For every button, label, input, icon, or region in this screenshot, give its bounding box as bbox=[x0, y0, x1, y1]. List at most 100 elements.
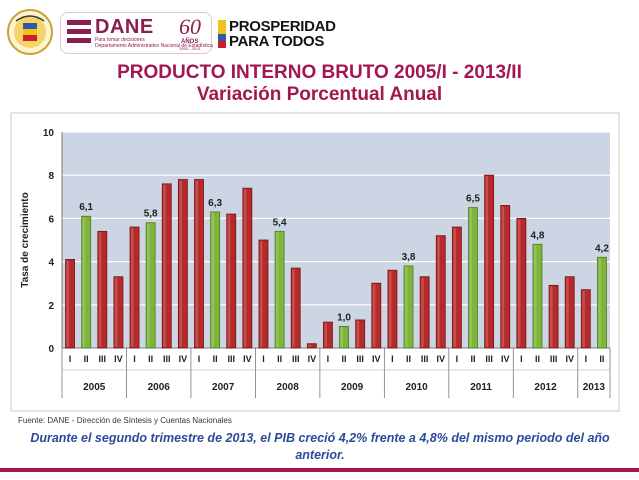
quarter-tick-label: IV bbox=[437, 354, 446, 364]
quarter-tick-label: I bbox=[585, 354, 588, 364]
bar bbox=[145, 222, 156, 349]
quarter-tick-label: I bbox=[133, 354, 136, 364]
year-label: 2012 bbox=[534, 382, 557, 393]
bar-sheen bbox=[276, 232, 279, 347]
quarter-tick-label: IV bbox=[114, 354, 123, 364]
bar-sheen bbox=[485, 176, 489, 347]
quarter-tick-label: III bbox=[227, 354, 235, 364]
bar-sheen bbox=[566, 277, 569, 347]
bar-sheen bbox=[211, 212, 215, 347]
bar bbox=[226, 213, 237, 349]
bar-sheen bbox=[292, 269, 295, 347]
bar bbox=[355, 319, 366, 349]
header: DANE Para tomar decisiones Departamento … bbox=[0, 0, 639, 62]
bar bbox=[161, 183, 172, 349]
dane-fullname: Departamento Administrativo Nacional de … bbox=[95, 43, 213, 49]
bar bbox=[210, 211, 221, 349]
year-label: 2013 bbox=[583, 382, 606, 393]
quarter-tick-label: IV bbox=[372, 354, 381, 364]
dane-wordmark: DANE bbox=[95, 16, 154, 38]
bar-sheen bbox=[243, 189, 247, 347]
bar-sheen bbox=[98, 232, 102, 347]
bar-sheen bbox=[437, 236, 440, 347]
colombia-flag-icon bbox=[218, 20, 226, 48]
bar-sheen bbox=[356, 320, 360, 347]
bar-sheen bbox=[66, 260, 70, 347]
year-label: 2005 bbox=[83, 382, 106, 393]
anniversary-years: 1953 - 2013 bbox=[179, 46, 201, 51]
bar bbox=[177, 179, 188, 349]
bar bbox=[451, 226, 462, 349]
year-label: 2006 bbox=[148, 382, 171, 393]
quarter-tick-label: II bbox=[342, 354, 347, 364]
year-label: 2009 bbox=[341, 382, 364, 393]
quarter-tick-label: II bbox=[406, 354, 411, 364]
data-label: 6,3 bbox=[208, 198, 222, 209]
data-label: 1,0 bbox=[337, 312, 351, 323]
bar bbox=[435, 235, 446, 349]
bar-sheen bbox=[163, 184, 166, 347]
y-tick-label: 6 bbox=[48, 214, 54, 225]
data-label: 5,4 bbox=[273, 217, 287, 228]
bar bbox=[597, 256, 607, 349]
bar bbox=[468, 207, 478, 349]
bar-sheen bbox=[372, 284, 376, 347]
bar-sheen bbox=[388, 271, 392, 347]
footnote: Durante el segundo trimestre de 2013, el… bbox=[30, 431, 610, 462]
quarter-tick-label: II bbox=[535, 354, 540, 364]
year-label: 2007 bbox=[212, 382, 235, 393]
quarter-tick-label: I bbox=[520, 354, 523, 364]
quarter-tick-label: I bbox=[69, 354, 72, 364]
quarter-tick-label: II bbox=[213, 354, 218, 364]
anniversary-word: AÑOS bbox=[181, 39, 199, 45]
bar bbox=[323, 321, 333, 349]
quarter-tick-label: IV bbox=[308, 354, 317, 364]
dane-logo: DANE Para tomar decisiones Departamento … bbox=[60, 12, 213, 54]
bar-sheen bbox=[469, 208, 473, 347]
bar-sheen bbox=[453, 228, 456, 347]
bar bbox=[371, 282, 382, 349]
quarter-tick-label: IV bbox=[243, 354, 252, 364]
bar bbox=[564, 276, 575, 349]
quarter-tick-label: I bbox=[262, 354, 265, 364]
page-title: PRODUCTO INTERNO BRUTO 2005/I - 2013/II bbox=[117, 62, 522, 83]
bar-sheen bbox=[582, 290, 585, 347]
anniversary-number: 60 bbox=[179, 14, 201, 39]
quarter-tick-label: II bbox=[148, 354, 153, 364]
bar-sheen bbox=[114, 277, 118, 347]
quarter-tick-label: II bbox=[84, 354, 89, 364]
data-label: 3,8 bbox=[402, 252, 416, 263]
quarter-tick-label: III bbox=[485, 354, 493, 364]
bar bbox=[306, 343, 317, 349]
bar-sheen bbox=[147, 223, 150, 347]
y-tick-label: 4 bbox=[48, 258, 54, 269]
dane-mark-icon bbox=[67, 20, 91, 43]
bar-sheen bbox=[82, 217, 86, 347]
bar-sheen bbox=[517, 219, 521, 347]
prosperidad-line2: PARA TODOS bbox=[229, 33, 325, 50]
bar-sheen bbox=[259, 241, 263, 347]
data-label: 5,8 bbox=[144, 209, 158, 220]
dane-tagline-text: Para tomar decisiones bbox=[95, 37, 145, 43]
quarter-tick-label: III bbox=[356, 354, 364, 364]
quarter-tick-label: I bbox=[456, 354, 459, 364]
quarter-tick-label: I bbox=[391, 354, 394, 364]
data-label: 4,8 bbox=[531, 230, 545, 241]
quarter-tick-label: IV bbox=[179, 354, 188, 364]
bar bbox=[129, 226, 140, 349]
bar-sheen bbox=[405, 266, 408, 347]
quarter-tick-label: III bbox=[99, 354, 107, 364]
plot-area bbox=[62, 132, 610, 348]
bar-sheen bbox=[227, 215, 231, 347]
bar bbox=[274, 230, 285, 349]
bar bbox=[580, 289, 591, 349]
y-tick-label: 2 bbox=[48, 301, 54, 312]
data-label: 6,1 bbox=[79, 202, 93, 213]
bar bbox=[194, 179, 204, 349]
y-axis-label: Tasa de crecimiento bbox=[20, 192, 31, 287]
bar-sheen bbox=[501, 206, 505, 347]
bar-sheen bbox=[340, 327, 344, 347]
data-label: 6,5 bbox=[466, 194, 480, 205]
data-label: 4,2 bbox=[595, 243, 609, 254]
bar bbox=[81, 215, 92, 349]
